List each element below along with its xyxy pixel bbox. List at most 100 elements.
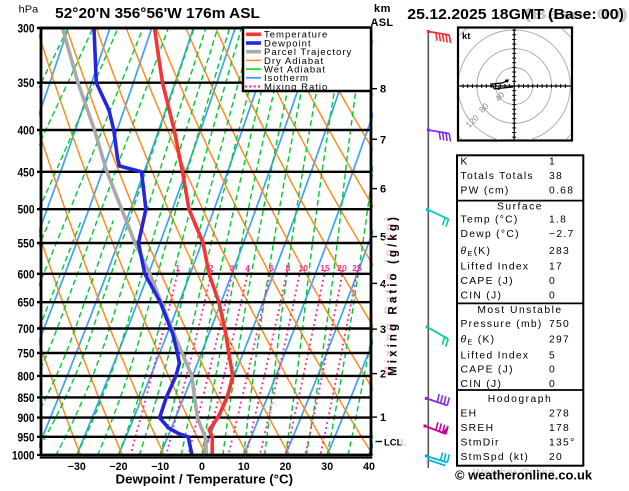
svg-text:0: 0 <box>549 365 556 376</box>
svg-text:550: 550 <box>18 237 35 251</box>
svg-text:40: 40 <box>363 461 375 473</box>
svg-text:135°: 135° <box>549 438 576 449</box>
svg-text:5: 5 <box>380 232 386 244</box>
svg-text:StmDir: StmDir <box>461 438 500 449</box>
svg-text:StmSpd (kt): StmSpd (kt) <box>461 452 530 463</box>
svg-text:Temp (°C): Temp (°C) <box>461 215 519 226</box>
svg-text:CAPE (J): CAPE (J) <box>461 365 514 376</box>
svg-text:Weather Online: Weather Online <box>473 467 555 479</box>
svg-text:20: 20 <box>280 461 292 473</box>
svg-text:Mixing Ratio: Mixing Ratio <box>264 82 328 93</box>
svg-text:8: 8 <box>285 263 290 273</box>
svg-text:Parcel Trajectory: Parcel Trajectory <box>264 47 352 58</box>
svg-text:300: 300 <box>18 22 35 36</box>
svg-text:10: 10 <box>238 461 250 473</box>
svg-text:Hodograph: Hodograph <box>488 394 552 405</box>
svg-text:Surface: Surface <box>497 201 543 212</box>
svg-text:1: 1 <box>380 412 386 424</box>
svg-text:1: 1 <box>549 157 556 168</box>
svg-text:0.68: 0.68 <box>549 186 574 197</box>
svg-text:SREH: SREH <box>461 423 495 434</box>
svg-text:278: 278 <box>549 409 570 420</box>
svg-text:1000: 1000 <box>12 449 35 463</box>
svg-text:52°20'N 356°56'W 176m ASL: 52°20'N 356°56'W 176m ASL <box>55 6 260 22</box>
svg-text:0: 0 <box>549 276 556 287</box>
svg-text:−2.7: −2.7 <box>549 229 575 240</box>
svg-text:Lifted Index: Lifted Index <box>461 262 530 273</box>
svg-text:950: 950 <box>18 430 35 444</box>
svg-text:7: 7 <box>380 134 386 146</box>
svg-text:CIN (J): CIN (J) <box>461 379 503 390</box>
svg-text:5: 5 <box>549 350 556 361</box>
svg-text:θE (K): θE (K) <box>461 335 496 347</box>
svg-text:ASL: ASL <box>371 17 394 29</box>
svg-text:20: 20 <box>337 263 347 273</box>
svg-text:850: 850 <box>18 391 35 405</box>
svg-text:15: 15 <box>320 263 330 273</box>
svg-text:1.8: 1.8 <box>549 215 567 226</box>
svg-text:20: 20 <box>549 452 563 463</box>
svg-text:Pressure (mb): Pressure (mb) <box>461 319 543 330</box>
svg-text:L: L <box>401 438 407 449</box>
svg-text:CIN (J): CIN (J) <box>461 290 503 301</box>
svg-text:4: 4 <box>245 263 250 273</box>
svg-text:10: 10 <box>298 263 308 273</box>
svg-text:EH: EH <box>461 409 478 420</box>
svg-text:3: 3 <box>380 324 386 336</box>
svg-text:1: 1 <box>175 263 180 273</box>
svg-text:2: 2 <box>380 369 386 381</box>
svg-text:750: 750 <box>18 347 35 361</box>
svg-text:−20: −20 <box>110 461 128 473</box>
svg-text:178: 178 <box>549 423 570 434</box>
svg-text:Dewpoint / Temperature (°C): Dewpoint / Temperature (°C) <box>116 472 294 487</box>
svg-text:283: 283 <box>549 246 570 257</box>
svg-text:km: km <box>374 3 391 15</box>
svg-text:400: 400 <box>18 124 35 138</box>
svg-text:Most Unstable: Most Unstable <box>477 305 562 316</box>
svg-text:25.12.2025 18GMT (Base: 00): 25.12.2025 18GMT (Base: 00) <box>407 7 624 23</box>
svg-text:K: K <box>461 157 469 168</box>
svg-text:350: 350 <box>18 76 35 90</box>
svg-text:17: 17 <box>549 262 563 273</box>
svg-text:θE(K): θE(K) <box>461 246 492 258</box>
svg-text:Dry Adiabat: Dry Adiabat <box>264 56 324 67</box>
svg-text:600: 600 <box>18 267 35 281</box>
svg-text:−30: −30 <box>68 461 86 473</box>
svg-text:3: 3 <box>229 263 234 273</box>
svg-text:650: 650 <box>18 296 35 310</box>
svg-text:Mixing Ratio (g/kg): Mixing Ratio (g/kg) <box>384 214 396 376</box>
svg-text:750: 750 <box>549 319 570 330</box>
svg-text:450: 450 <box>18 165 35 179</box>
svg-text:6: 6 <box>380 184 386 196</box>
svg-text:Mixing Ratio (g/kg): Mixing Ratio (g/kg) <box>388 214 400 376</box>
svg-text:38: 38 <box>549 171 563 182</box>
svg-text:Temperature: Temperature <box>264 30 328 41</box>
svg-text:Lifted Index: Lifted Index <box>461 350 530 361</box>
svg-text:hPa: hPa <box>19 3 39 15</box>
svg-text:CAPE (J): CAPE (J) <box>461 276 514 287</box>
svg-text:4: 4 <box>380 278 387 290</box>
svg-text:Isotherm: Isotherm <box>264 73 309 84</box>
svg-text:0: 0 <box>549 290 556 301</box>
svg-text:500: 500 <box>18 203 35 217</box>
svg-text:30: 30 <box>321 461 333 473</box>
svg-text:© weatheronline.co.uk: © weatheronline.co.uk <box>455 467 593 482</box>
svg-text:Dewpoint: Dewpoint <box>264 38 312 49</box>
svg-text:2: 2 <box>209 263 214 273</box>
svg-text:0: 0 <box>199 461 205 473</box>
svg-text:Dewp (°C): Dewp (°C) <box>461 229 520 240</box>
svg-text:PW (cm): PW (cm) <box>461 186 510 197</box>
svg-text:Wet Adiabat: Wet Adiabat <box>264 65 326 76</box>
svg-text:25: 25 <box>352 263 362 273</box>
svg-text:0: 0 <box>549 379 556 390</box>
svg-text:297: 297 <box>549 335 570 346</box>
svg-text:−10: −10 <box>151 461 169 473</box>
svg-text:6: 6 <box>269 263 274 273</box>
svg-text:8: 8 <box>380 84 386 96</box>
svg-text:LCL: LCL <box>384 438 403 449</box>
svg-text:800: 800 <box>18 369 35 383</box>
svg-text:700: 700 <box>18 322 35 336</box>
svg-text:(Base: 00): (Base: 00) <box>524 7 628 23</box>
svg-text:kt: kt <box>462 31 471 42</box>
svg-text:Totals Totals: Totals Totals <box>461 171 534 182</box>
